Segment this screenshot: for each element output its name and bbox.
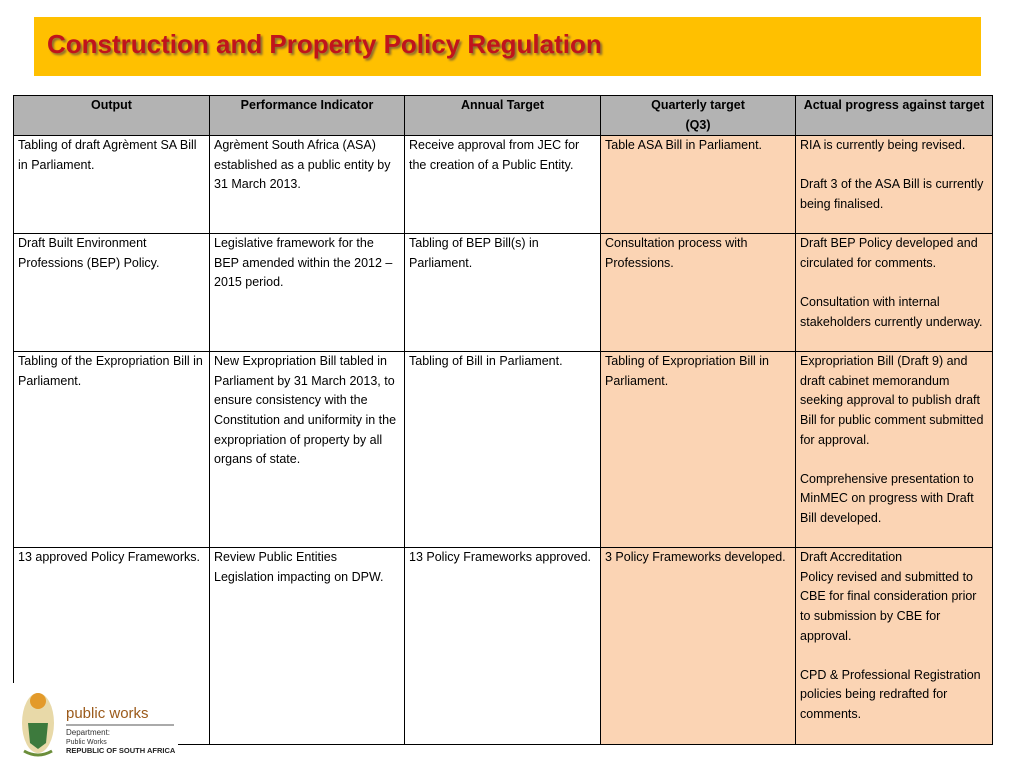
paragraph: Tabling of BEP Bill(s) in Parliament. [409,234,596,273]
paragraph: Agrèment South Africa (ASA) established … [214,136,400,195]
table-cell: Expropriation Bill (Draft 9) and draft c… [795,351,993,549]
paragraph: Draft Built Environment Professions (BEP… [18,234,205,273]
cell-text: 13 approved Policy Frameworks. [18,550,201,565]
header-text: (Q3) [685,117,711,132]
table-cell: New Expropriation Bill tabled in Parliam… [209,351,405,549]
cell-text: CPD & Professional Registration policies… [800,667,981,721]
paragraph: Tabling of Bill in Parliament. [409,352,596,372]
paragraph: Table ASA Bill in Parliament. [605,136,791,156]
paragraph: Review Public Entities Legislation impac… [214,548,400,587]
coat-sun [30,693,46,709]
cell-text: Tabling of BEP Bill(s) in Parliament. [409,236,539,270]
cell-text: Draft 3 of the ASA Bill is currently bei… [800,177,984,211]
table-cell: Receive approval from JEC for the creati… [404,135,601,235]
paragraph: New Expropriation Bill tabled in Parliam… [214,352,400,470]
cell-text: Consultation with internal stakeholders … [800,294,983,329]
paragraph: Receive approval from JEC for the creati… [409,136,596,175]
table-cell: Tabling of the Expropriation Bill in Par… [13,351,210,549]
cell-text: Review Public Entities Legislation impac… [214,550,384,584]
paragraph: Tabling of the Expropriation Bill in Par… [18,352,205,391]
cell-text: Tabling of Expropriation Bill in Parliam… [605,354,769,388]
table-cell: Draft Built Environment Professions (BEP… [13,233,210,353]
table-cell: Agrèment South Africa (ASA) established … [209,135,405,235]
paragraph: Legislative framework for the BEP amende… [214,234,400,293]
cell-text: Receive approval from JEC for the creati… [409,138,580,172]
paragraph: Tabling of draft Agrèment SA Bill in Par… [18,136,205,175]
paragraph: 13 Policy Frameworks approved. [409,548,596,568]
table-row: Tabling of the Expropriation Bill in Par… [13,351,993,549]
paragraph: Consultation with internal stakeholders … [800,293,988,332]
coat-shield [28,723,48,749]
header-cell: Actual progress against target [795,94,993,137]
table-cell: RIA is currently being revised. Draft 3 o… [795,135,993,235]
cell-text: Tabling of draft Agrèment SA Bill in Par… [18,138,197,172]
paragraph: RIA is currently being revised. [800,136,988,156]
cell-text: Draft BEP Policy developed and circulate… [800,236,978,270]
table-cell: Draft Accreditation Policy revised and su… [795,547,993,746]
table-cell: Table ASA Bill in Parliament. [600,135,796,235]
header-text: Output [91,98,132,112]
cell-text: Expropriation Bill (Draft 9) and draft c… [800,354,984,447]
logo-department: Department: [66,728,110,737]
header-cell: Output [13,94,210,137]
cell-text: Draft Accreditation [800,550,903,565]
header-cell: Performance Indicator [209,94,405,137]
cell-text: New Expropriation Bill tabled in Parliam… [214,354,397,467]
cell-text: Tabling of Bill in Parliament. [409,354,563,369]
table-cell: Tabling of Bill in Parliament. [404,351,601,549]
table-cell: Tabling of draft Agrèment SA Bill in Par… [13,135,210,235]
header-text: Annual Target [460,98,545,112]
paragraph: Comprehensive presentation to MinMEC on … [800,470,988,529]
header-cell: Annual Target [404,94,601,137]
paragraph: 3 Policy Frameworks developed. [605,548,791,568]
logo-country: REPUBLIC OF SOUTH AFRICA [66,746,176,755]
cell-text: RIA is currently being revised. [800,138,966,153]
table-cell: 3 Policy Frameworks developed. [600,547,796,746]
header-cell: Quarterly target (Q3) [600,94,796,137]
header-text: Quarterly target [651,98,745,112]
table-cell: Draft BEP Policy developed and circulate… [795,233,993,353]
paragraph: Draft BEP Policy developed and circulate… [800,234,988,273]
table: Output Performance Indicator Annual Target… [13,94,993,746]
cell-text: Tabling of the Expropriation Bill in Par… [18,354,203,388]
table-cell: 13 Policy Frameworks approved. [404,547,601,746]
logo-unit: Public Works [66,739,107,746]
cell-text: Policy revised and submitted to CBE for … [800,569,977,643]
cell-text: Draft Built Environment Professions (BEP… [18,236,160,270]
logo: public works Department: Public Works RE… [12,683,178,761]
header-text: Actual progress against target [803,98,985,112]
paragraph: Consultation process with Professions. [605,234,791,273]
logo-name: public works [66,705,149,722]
header-text: Performance Indicator [240,98,374,112]
table-cell: Legislative framework for the BEP amende… [209,233,405,353]
table-cell: Consultation process with Professions. [600,233,796,353]
table-cell: Review Public Entities Legislation impac… [209,547,405,746]
paragraph: CPD & Professional Registration policies… [800,666,988,725]
cell-text: Consultation process with Professions. [605,236,748,270]
paragraph: Expropriation Bill (Draft 9) and draft c… [800,352,988,450]
table-row: Draft Built Environment Professions (BEP… [13,233,993,353]
title: Construction and Property Policy Regulat… [47,29,602,59]
cell-text: Comprehensive presentation to MinMEC on … [800,471,974,525]
header-row: Output Performance Indicator Annual Target… [13,94,993,137]
logo-graphic: public works Department: Public Works RE… [22,693,176,757]
table-row: 13 approved Policy Frameworks. Review Pub… [13,547,993,746]
coat-ribbon [23,749,53,757]
cell-text: Table ASA Bill in Parliament. [605,138,763,153]
cell-text: 3 Policy Frameworks developed. [605,550,786,565]
paragraph: Tabling of Expropriation Bill in Parliam… [605,352,791,391]
paragraph: Draft Accreditation Policy revised and su… [800,548,988,646]
cell-text: 13 Policy Frameworks approved. [409,550,592,565]
table-row: Tabling of draft Agrèment SA Bill in Par… [13,135,993,235]
paragraph: 13 approved Policy Frameworks. [18,548,205,568]
title-bar: Construction and Property Policy Regulat… [34,17,981,76]
table-cell: Tabling of Expropriation Bill in Parliam… [600,351,796,549]
table-cell: Tabling of BEP Bill(s) in Parliament. [404,233,601,353]
paragraph: Draft 3 of the ASA Bill is currently bei… [800,175,988,214]
cell-text: Legislative framework for the BEP amende… [214,236,393,290]
cell-text: Agrèment South Africa (ASA) established … [214,138,391,192]
